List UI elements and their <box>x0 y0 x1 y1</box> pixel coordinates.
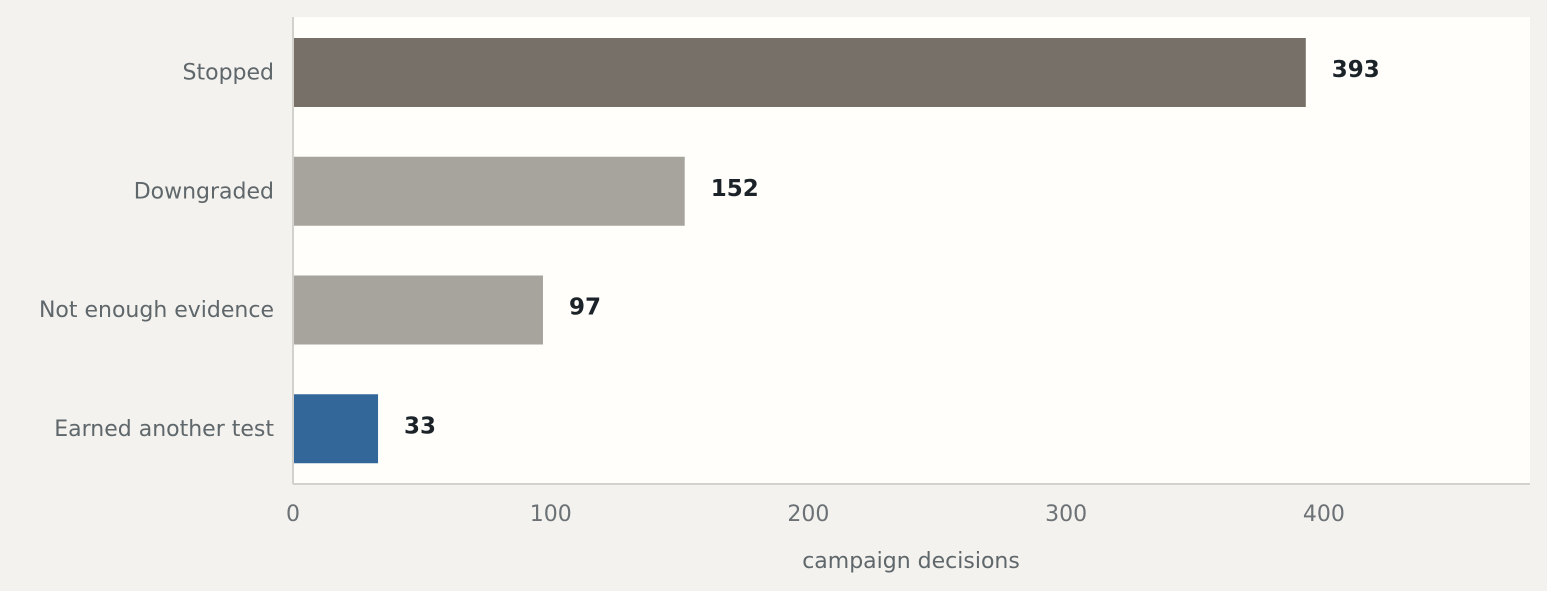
category-label-downgraded: Downgraded <box>134 179 274 204</box>
category-label-earned-another-test: Earned another test <box>54 417 274 442</box>
value-label-not-enough-evidence: 97 <box>569 295 601 321</box>
category-label-stopped: Stopped <box>183 61 274 86</box>
x-tick-labels-group: 0 100 200 300 400 <box>286 502 1345 527</box>
bar-earned-another-test <box>293 394 379 464</box>
x-tick-label-200: 200 <box>787 502 829 527</box>
x-tick-label-0: 0 <box>286 502 300 527</box>
bars-group <box>293 38 1306 464</box>
value-label-earned-another-test: 33 <box>404 413 436 439</box>
bar-stopped <box>293 38 1306 107</box>
x-tick-label-300: 300 <box>1045 502 1087 527</box>
x-axis-title: campaign decisions <box>802 549 1020 574</box>
value-labels-group: 393 152 97 33 <box>404 57 1380 439</box>
category-labels-group: Stopped Downgraded Not enough evidence Earn… <box>39 61 274 442</box>
category-label-not-enough-evidence: Not enough evidence <box>39 298 274 323</box>
value-label-stopped: 393 <box>1332 57 1380 83</box>
x-tick-label-400: 400 <box>1303 502 1345 527</box>
bar-not-enough-evidence <box>293 275 543 345</box>
x-tick-label-100: 100 <box>530 502 572 527</box>
bar-downgraded <box>293 156 685 226</box>
value-label-downgraded: 152 <box>711 176 759 202</box>
